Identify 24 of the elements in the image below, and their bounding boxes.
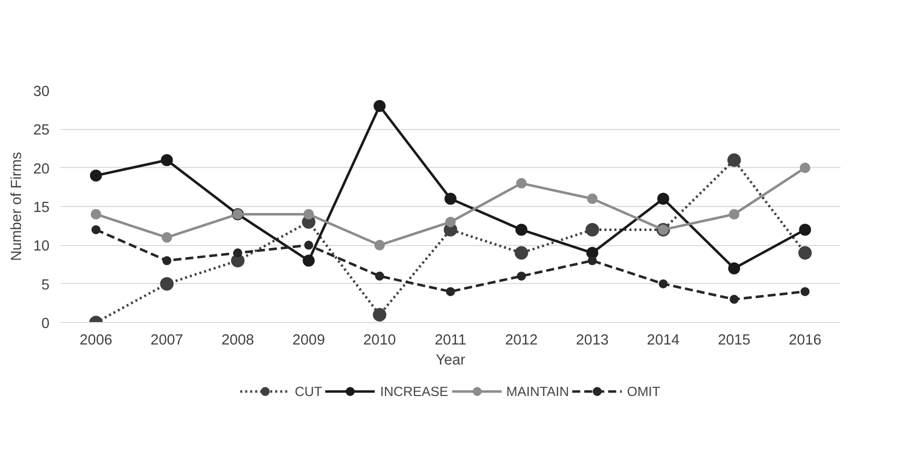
x-tick-label: 2008	[221, 332, 254, 348]
x-tick-label: 2011	[434, 332, 466, 348]
x-tick-label: 2016	[788, 332, 822, 348]
y-tick-label: 30	[33, 84, 50, 100]
x-tick-label: 2015	[718, 332, 750, 348]
y-tick-label: 20	[33, 161, 50, 178]
legend-label: CUT	[294, 384, 322, 398]
x-tick-label: 2014	[646, 332, 680, 348]
legend-label: INCREASE	[380, 384, 448, 398]
legend-label: MAINTAIN	[506, 384, 569, 398]
x-tick-label: 2009	[292, 332, 325, 348]
y-tick-label: 10	[33, 238, 50, 255]
y-tick-label: 15	[33, 200, 50, 216]
x-tick-label: 2013	[576, 332, 609, 348]
legend-label: OMIT	[626, 384, 660, 398]
y-tick-label: 0	[41, 316, 50, 332]
y-tick-label: 25	[33, 122, 50, 139]
y-axis-title: Number of Firms	[9, 152, 26, 262]
x-tick-label: 2006	[80, 332, 112, 348]
x-tick-label: 2007	[150, 332, 184, 348]
x-tick-label: 2012	[505, 332, 538, 348]
y-tick-label: 5	[41, 277, 50, 294]
x-tick-label: 2010	[363, 332, 396, 348]
x-axis-title: Year	[436, 352, 466, 368]
